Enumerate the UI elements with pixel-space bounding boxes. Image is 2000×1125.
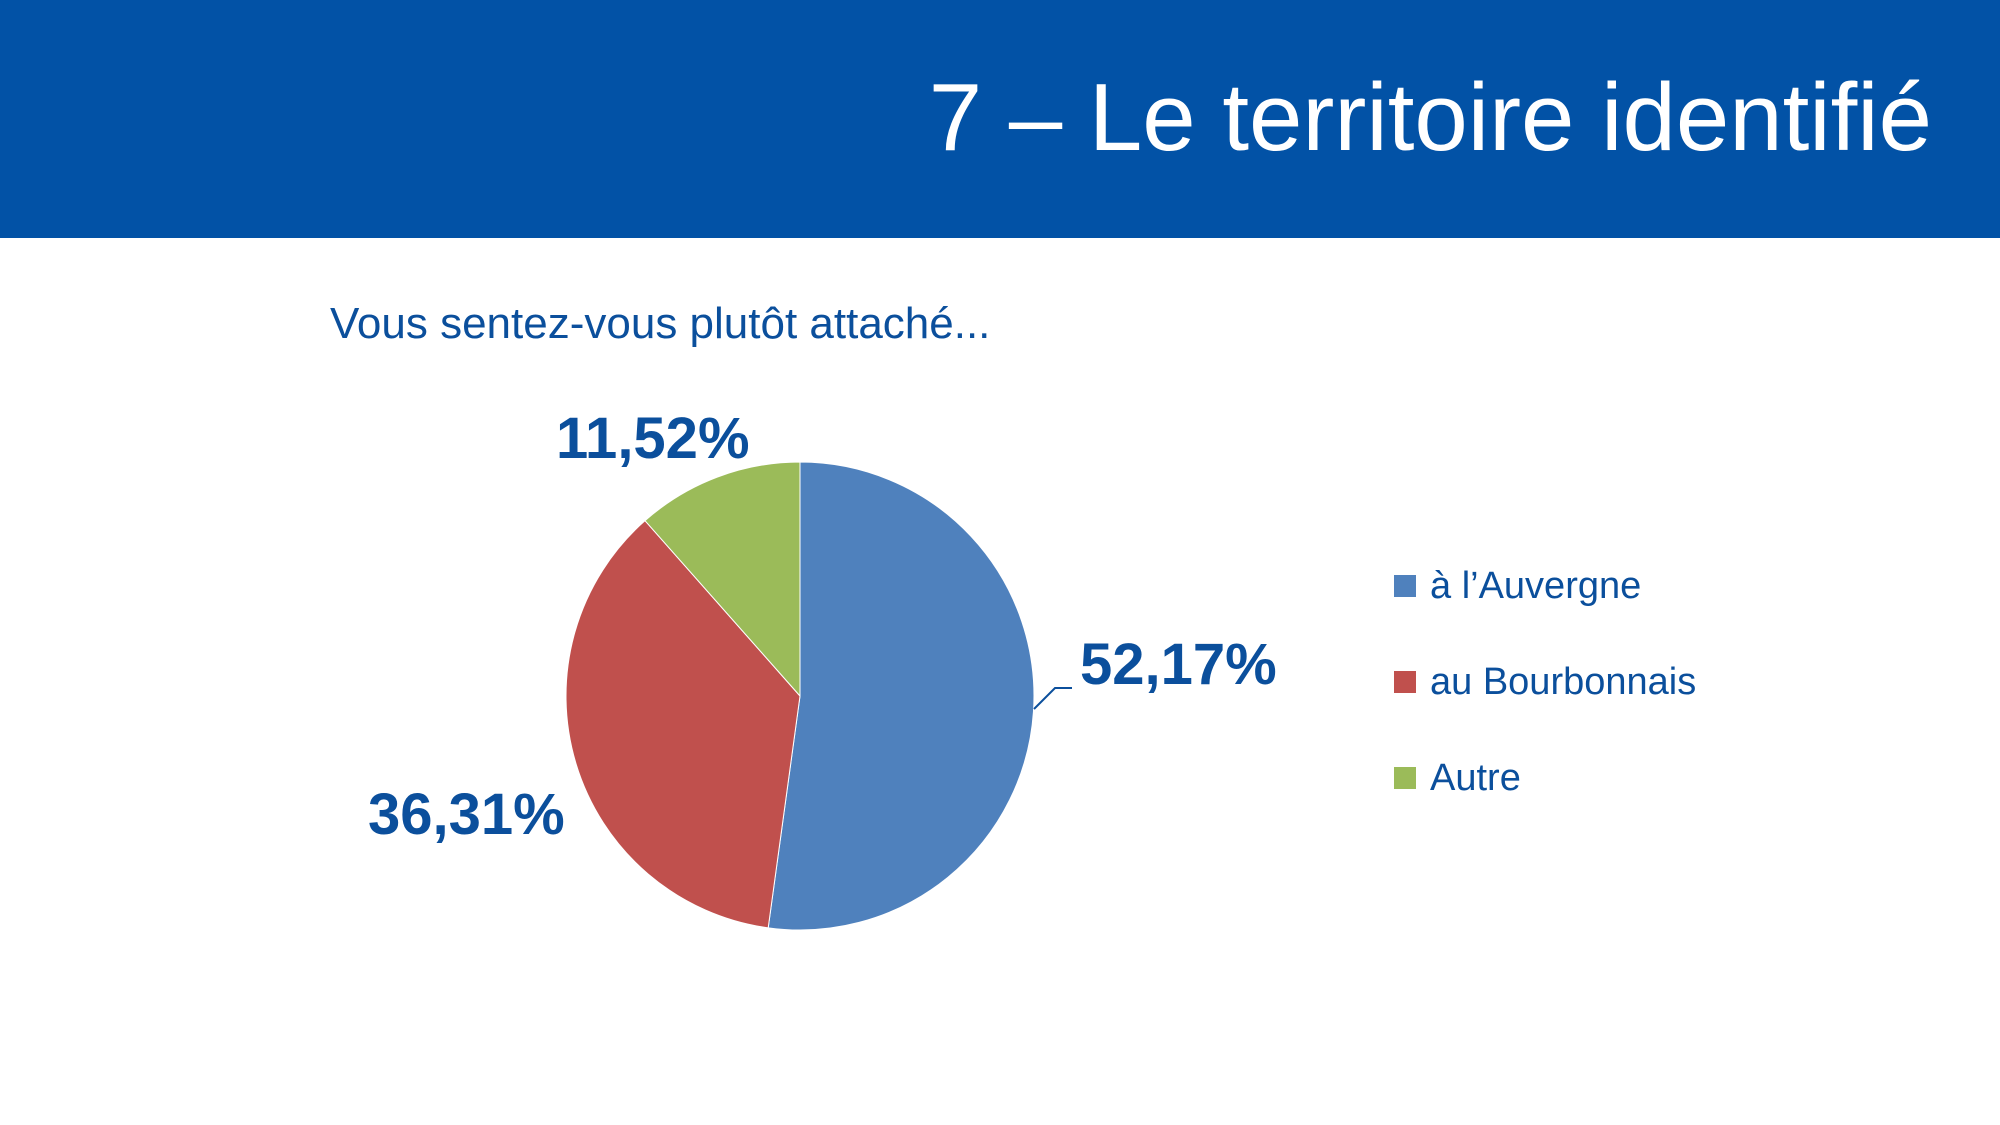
legend-item-autre: Autre xyxy=(1394,748,1696,808)
legend-item-auvergne: à l’Auvergne xyxy=(1394,556,1696,616)
chart-question: Vous sentez-vous plutôt attaché... xyxy=(330,299,991,348)
pie-slice-auvergne xyxy=(767,461,1035,931)
legend-label-bourbonnais: au Bourbonnais xyxy=(1430,660,1697,703)
data-label-autre: 11,52% xyxy=(556,406,750,471)
data-label-auvergne: 52,17% xyxy=(1080,632,1277,697)
pie-slice-autre xyxy=(644,461,801,698)
legend-swatch-bourbonnais xyxy=(1394,671,1416,693)
chart-legend: à l’Auvergne au Bourbonnais Autre xyxy=(1394,556,1696,844)
legend-swatch-autre xyxy=(1394,767,1416,789)
legend-item-bourbonnais: au Bourbonnais xyxy=(1394,652,1696,712)
pie-slice-bourbonnais xyxy=(565,519,801,929)
slide-title: 7 – Le territoire identifié xyxy=(928,64,1932,171)
title-bar: 7 – Le territoire identifié xyxy=(0,0,2000,238)
legend-label-autre: Autre xyxy=(1430,756,1521,799)
legend-swatch-auvergne xyxy=(1394,575,1416,597)
label-leader-line xyxy=(1033,687,1072,710)
data-label-bourbonnais: 36,31% xyxy=(368,782,565,847)
legend-label-auvergne: à l’Auvergne xyxy=(1430,564,1642,607)
